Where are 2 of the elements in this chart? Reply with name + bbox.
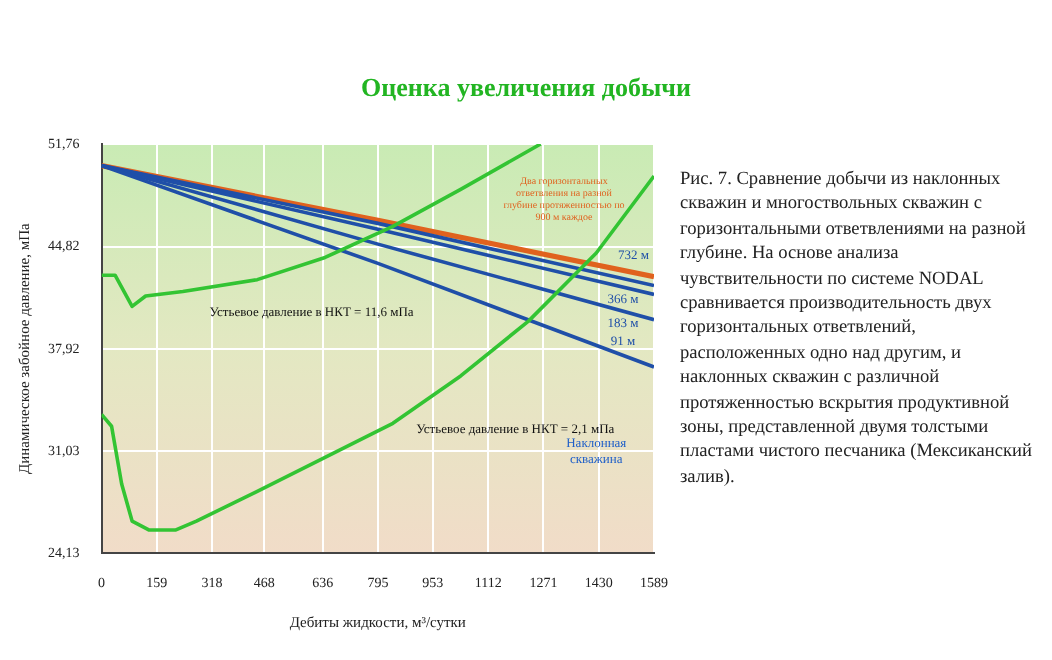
chart-title: Оценка увеличения добычи bbox=[359, 72, 693, 104]
text: Рис. 7. Сравнение добычи из наклонных скважин и многоствольных скважин с горизонтальными ответвлениями на разной глубине. На основе анализа чувствительности по системе NODAL сравнивается производительность двух горизонтальных ответвлений, расположенных одно над другим, и наклонных скважин с различной протяженностью вскрытия продуктивной зоны, представленной двумя толстыми пластами чистого песчаника (Мексиканский залив). bbox=[680, 170, 1032, 488]
